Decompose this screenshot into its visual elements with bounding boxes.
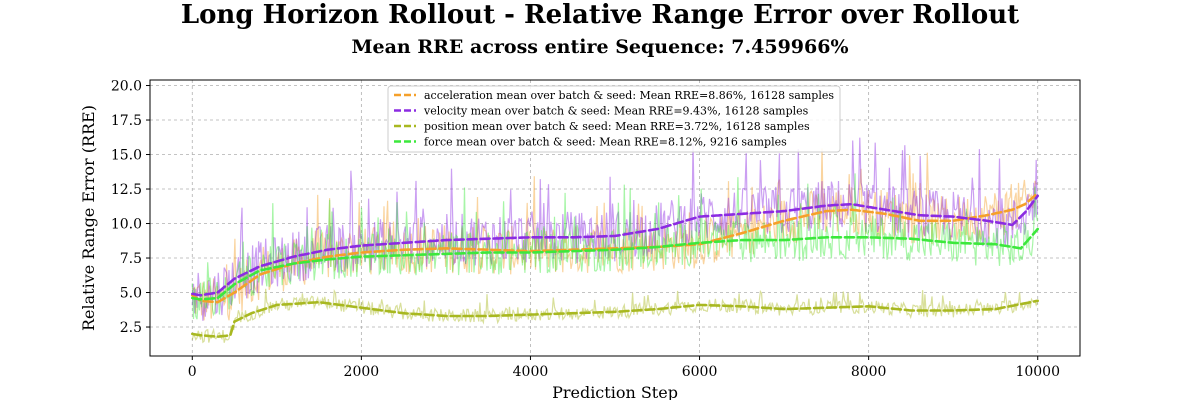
x-tick-label: 6000 [682, 364, 718, 380]
x-axis-label: Prediction Step [552, 383, 678, 400]
raw-series-2 [191, 288, 1038, 344]
y-tick-label: 5.0 [120, 286, 142, 302]
y-tick-label: 20.0 [111, 79, 142, 95]
tick-layer: 0 2000 4000 6000 8000 10000 2.5 5.0 7.5 10.0 12.5 1… [111, 79, 1060, 380]
legend-label-3: force mean over batch & seed: Mean RRE=8… [424, 136, 787, 149]
x-tick-label: 8000 [851, 364, 887, 380]
y-tick-label: 17.5 [111, 113, 142, 129]
legend: acceleration mean over batch & seed: Mea… [387, 85, 841, 153]
raw-series-layer [191, 137, 1038, 344]
y-tick-label: 15.0 [111, 148, 142, 164]
mean-series-3 [191, 227, 1039, 301]
mean-series-2 [191, 299, 1039, 339]
raw-series-0 [191, 148, 1038, 321]
raw-series-1 [191, 137, 1038, 321]
y-tick-label: 10.0 [111, 217, 142, 233]
x-tick-label: 2000 [344, 364, 380, 380]
y-tick-label: 2.5 [120, 320, 142, 336]
chart-subtitle: Mean RRE across entire Sequence: 7.45996… [351, 36, 849, 58]
mean-series-1 [191, 194, 1039, 297]
raw-series-3 [191, 173, 1038, 320]
legend-label-1: velocity mean over batch & seed: Mean RR… [423, 105, 809, 118]
y-tick-label: 7.5 [120, 251, 142, 267]
mean-series-layer [191, 191, 1039, 339]
plot-area-frame [149, 79, 1081, 357]
x-tick-label: 10000 [1015, 364, 1060, 380]
chart-title: Long Horizon Rollout - Relative Range Er… [180, 0, 1020, 30]
legend-box [387, 85, 841, 153]
x-tick-label: 0 [188, 364, 197, 380]
legend-label-0: acceleration mean over batch & seed: Mea… [424, 89, 834, 102]
x-tick-label: 4000 [513, 364, 549, 380]
y-tick-label: 12.5 [111, 182, 142, 198]
legend-label-2: position mean over batch & seed: Mean RR… [424, 120, 810, 133]
y-axis-label: Relative Range Error (RRE) [79, 105, 98, 331]
